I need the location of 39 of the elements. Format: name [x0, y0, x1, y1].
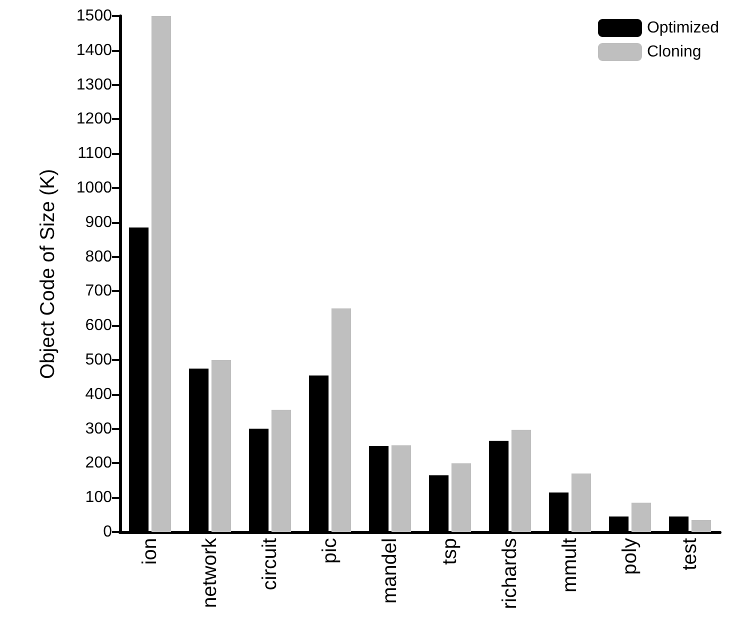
legend-label: Optimized	[646, 20, 720, 36]
y-tick-label: 200	[85, 454, 112, 472]
x-tick-label: ion	[139, 538, 161, 565]
x-tick-label: mandel	[379, 538, 401, 604]
y-tick-label: 700	[85, 282, 112, 300]
y-tick-label: 800	[85, 248, 112, 266]
y-tick-label: 1200	[76, 110, 112, 128]
y-tick-label: 900	[85, 214, 112, 231]
y-tick-label: 1000	[76, 180, 112, 196]
bar	[271, 410, 291, 532]
y-tick-label: 1300	[76, 76, 112, 94]
x-tick-label: mmult	[559, 538, 581, 592]
x-tick-label: test	[679, 538, 701, 570]
x-tick-label: circuit	[259, 538, 281, 590]
bar	[331, 308, 351, 532]
y-tick-label: 1100	[78, 145, 112, 162]
x-tick-label: tsp	[439, 538, 461, 565]
x-tick-label: network	[199, 537, 221, 608]
bar	[511, 430, 531, 532]
y-tick-label: 100	[85, 489, 112, 506]
y-tick-label: 0	[103, 524, 112, 540]
y-tick-label: 1400	[76, 42, 112, 59]
y-tick-label: 300	[85, 420, 112, 438]
y-axis-title: Object Code of Size (K)	[37, 168, 59, 380]
bar	[631, 502, 651, 532]
y-tick-label: 500	[85, 352, 112, 368]
bar	[211, 360, 231, 532]
x-tick-label: poly	[619, 538, 641, 575]
bar	[391, 445, 411, 532]
bar	[151, 16, 171, 532]
x-tick-label: pic	[319, 538, 341, 564]
bar	[571, 474, 591, 532]
bar	[691, 520, 711, 532]
y-tick-label: 600	[85, 317, 112, 334]
legend-label: Cloning	[646, 44, 702, 60]
y-tick-label: 1500	[76, 8, 112, 24]
y-tick-label: 400	[85, 386, 112, 403]
bar	[451, 463, 471, 532]
x-tick-label: richards	[499, 538, 521, 610]
